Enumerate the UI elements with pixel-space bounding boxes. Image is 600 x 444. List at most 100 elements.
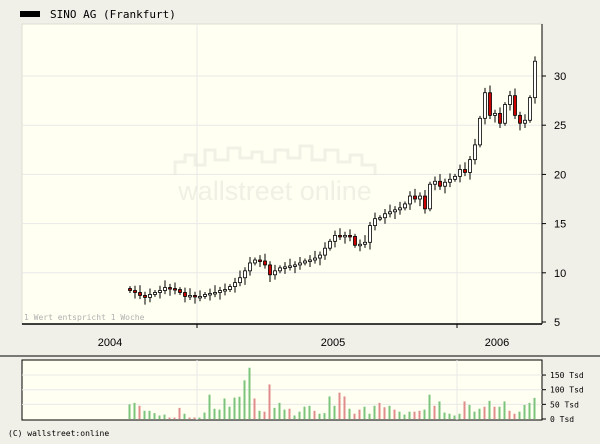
volume-bar bbox=[218, 409, 221, 419]
volume-bar bbox=[168, 417, 171, 419]
candle bbox=[193, 291, 197, 304]
candle-body bbox=[498, 112, 502, 124]
candle-body bbox=[423, 195, 427, 210]
candle bbox=[343, 231, 347, 244]
candle-body bbox=[508, 95, 512, 105]
volume-bar bbox=[163, 414, 166, 419]
volume-bar bbox=[213, 408, 216, 419]
candle bbox=[363, 235, 367, 248]
candle-body bbox=[253, 259, 257, 264]
copyright: (C) wallstreet:online bbox=[8, 429, 109, 438]
candle-body bbox=[133, 290, 137, 293]
candle bbox=[338, 228, 342, 241]
volume-bar bbox=[138, 405, 141, 419]
candle bbox=[453, 173, 457, 182]
volume-bar bbox=[408, 411, 411, 419]
candle bbox=[328, 238, 332, 251]
candle-body bbox=[523, 119, 527, 124]
candle-body bbox=[283, 266, 287, 269]
candle bbox=[133, 285, 137, 299]
candle bbox=[473, 138, 477, 165]
candle bbox=[233, 277, 237, 293]
candle bbox=[458, 164, 462, 183]
candle bbox=[128, 286, 132, 293]
volume-bar bbox=[248, 367, 251, 419]
candle-body bbox=[338, 235, 342, 238]
volume-bar bbox=[223, 398, 226, 419]
volume-bar bbox=[533, 397, 536, 419]
interval-note: 1 Wert entspricht 1 Woche bbox=[24, 313, 145, 322]
volume-bar bbox=[378, 402, 381, 419]
candle-body bbox=[478, 117, 482, 146]
volume-tick-label: 50 Tsd bbox=[550, 400, 579, 409]
candle bbox=[503, 102, 507, 126]
candle-body bbox=[258, 259, 262, 262]
candle bbox=[433, 176, 437, 191]
candle-body bbox=[218, 290, 222, 293]
candle bbox=[143, 291, 147, 305]
volume-bar bbox=[283, 409, 286, 419]
candle-body bbox=[308, 259, 312, 262]
candle-body bbox=[403, 203, 407, 209]
candle bbox=[198, 290, 202, 302]
candle bbox=[153, 290, 157, 297]
candle-body bbox=[413, 195, 417, 200]
price-grid bbox=[22, 24, 542, 324]
volume-bar bbox=[343, 396, 346, 419]
candle-body bbox=[178, 289, 182, 293]
candle bbox=[228, 284, 232, 292]
candle bbox=[303, 258, 307, 266]
candle bbox=[208, 288, 212, 301]
candle-body bbox=[373, 218, 377, 226]
y-tick-label: 30 bbox=[554, 71, 566, 83]
candle-body bbox=[358, 243, 362, 247]
volume-bars bbox=[128, 367, 536, 419]
candle-body bbox=[263, 260, 267, 266]
volume-bar bbox=[293, 415, 296, 419]
candle-body bbox=[148, 294, 152, 298]
price-y-axis: 5 10 15 20 25 30 bbox=[542, 71, 566, 329]
candle-body bbox=[328, 240, 332, 249]
candle bbox=[468, 155, 472, 180]
volume-bar bbox=[288, 408, 291, 419]
candle-body bbox=[383, 213, 387, 219]
candle bbox=[183, 287, 187, 303]
candle-body bbox=[428, 183, 432, 210]
candle bbox=[213, 285, 217, 298]
candle bbox=[368, 221, 372, 250]
candle-body bbox=[293, 264, 297, 267]
candle-body bbox=[408, 195, 412, 205]
y-tick-label: 5 bbox=[554, 317, 560, 329]
watermark-text: wallstreet online bbox=[177, 176, 372, 206]
volume-bar bbox=[188, 417, 191, 419]
volume-bar bbox=[363, 406, 366, 419]
candle-body bbox=[238, 277, 242, 284]
volume-bar bbox=[333, 405, 336, 419]
volume-bar bbox=[443, 412, 446, 419]
y-tick-label: 10 bbox=[554, 268, 566, 280]
volume-bar bbox=[428, 394, 431, 419]
volume-bar bbox=[228, 406, 231, 419]
volume-bar bbox=[468, 404, 471, 419]
volume-bar bbox=[393, 409, 396, 419]
candle bbox=[373, 212, 377, 231]
volume-bar bbox=[173, 417, 176, 419]
candle bbox=[398, 201, 402, 215]
legend-swatch bbox=[20, 11, 40, 17]
volume-bar bbox=[143, 410, 146, 419]
volume-bar bbox=[328, 396, 331, 419]
candle bbox=[358, 239, 362, 252]
candle bbox=[188, 288, 192, 301]
volume-bar bbox=[358, 409, 361, 419]
watermark-logo: wallstreet online bbox=[173, 144, 377, 206]
volume-bar bbox=[323, 413, 326, 419]
volume-bar bbox=[268, 384, 271, 419]
candle-body bbox=[163, 287, 167, 291]
candle-body bbox=[433, 180, 437, 185]
candle-body bbox=[183, 292, 187, 297]
candle-body bbox=[228, 286, 232, 290]
candle bbox=[383, 208, 387, 224]
candle-body bbox=[313, 257, 317, 261]
candle bbox=[523, 114, 527, 129]
